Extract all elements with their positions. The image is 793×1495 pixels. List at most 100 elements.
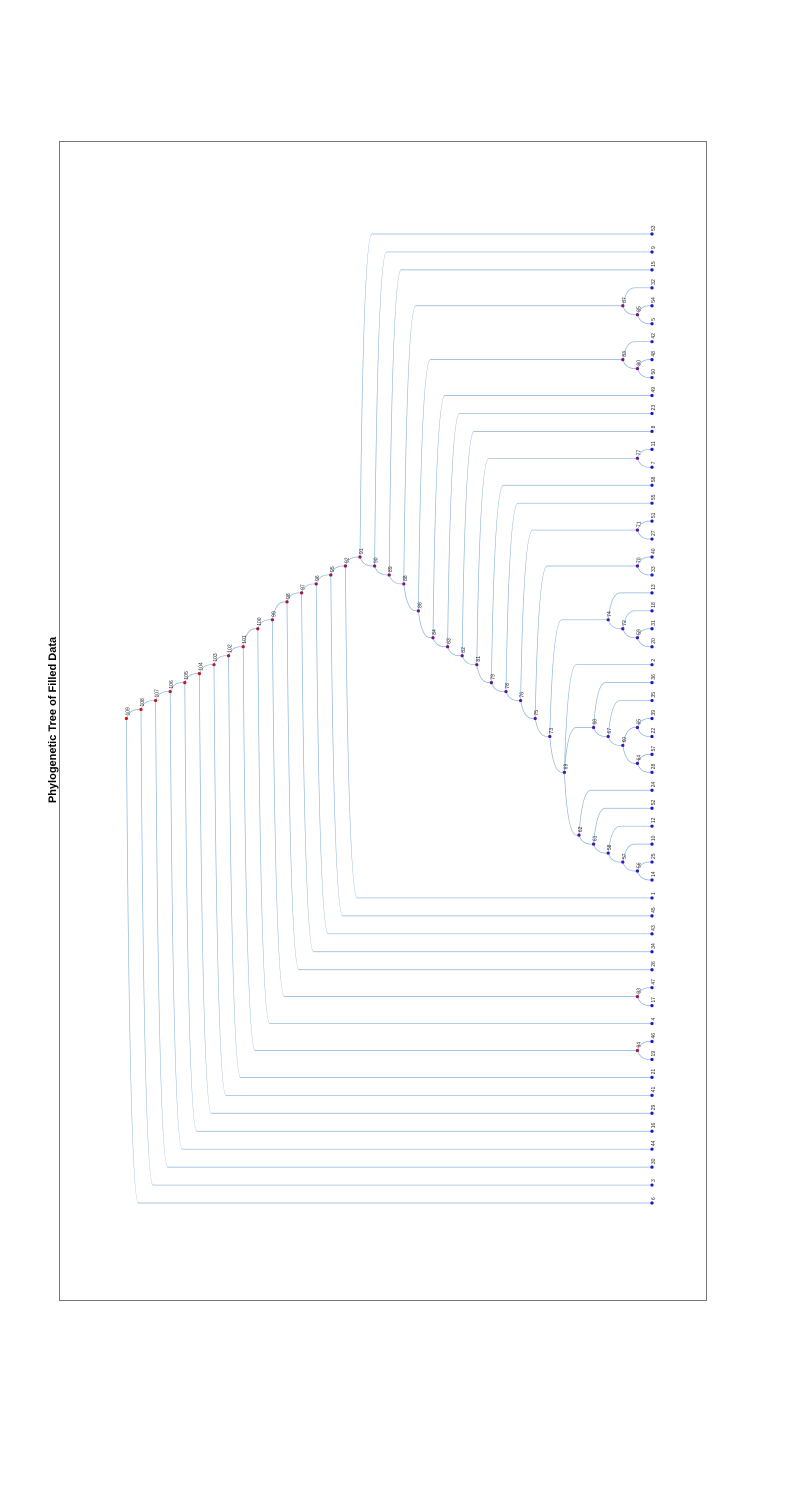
internal-node <box>606 851 610 855</box>
edge <box>622 610 652 629</box>
internal-node <box>446 645 450 649</box>
node-label: 4 <box>651 1018 657 1021</box>
edge <box>578 789 652 836</box>
edge <box>301 592 652 953</box>
edge <box>622 843 652 863</box>
edge <box>388 269 652 575</box>
leaf-node <box>650 393 654 398</box>
edge <box>184 673 200 683</box>
node-label: 52 <box>651 799 657 805</box>
node-label: 36 <box>651 674 657 680</box>
leaf-node <box>650 268 654 272</box>
edge <box>432 637 448 648</box>
leaf-node <box>650 501 654 505</box>
edge <box>637 718 652 728</box>
edge <box>315 583 652 935</box>
edge <box>637 1041 652 1051</box>
edge <box>593 682 652 728</box>
edge <box>257 619 273 629</box>
node-label: 62 <box>578 826 584 832</box>
node-label: 85 <box>636 306 642 312</box>
node-label: 6 <box>651 1197 657 1200</box>
leaf-node <box>650 716 654 721</box>
edge <box>622 341 652 360</box>
edge <box>564 664 652 773</box>
leaf-node <box>650 304 654 308</box>
internal-node <box>621 358 625 362</box>
internal-node <box>592 842 596 846</box>
node-label: 105 <box>184 671 190 680</box>
leaf-node <box>650 447 654 451</box>
node-label: 25 <box>651 853 657 859</box>
nodes: 1091081071061051041031021011009998979695… <box>124 225 657 1205</box>
node-label: 84 <box>432 629 438 635</box>
edges <box>126 233 652 1204</box>
leaf-node <box>650 609 654 613</box>
node-label: 67 <box>607 728 613 734</box>
internal-node <box>197 672 201 676</box>
node-label: 43 <box>651 925 657 931</box>
edge <box>549 619 609 737</box>
leaf-node <box>650 232 654 236</box>
node-label: 64 <box>636 755 642 761</box>
leaf-node <box>650 752 654 756</box>
leaf-node <box>650 986 654 990</box>
node-label: 76 <box>520 692 526 698</box>
edge <box>637 448 652 459</box>
node-label: 31 <box>651 620 657 626</box>
node-label: 47 <box>651 979 657 985</box>
internal-node <box>241 645 245 649</box>
node-label: 83 <box>622 351 628 357</box>
node-label: 44 <box>651 1140 657 1146</box>
edge <box>140 700 156 710</box>
node-label: 69 <box>563 764 569 770</box>
leaf-node <box>650 681 654 685</box>
node-label: 54 <box>651 297 657 303</box>
leaf-node <box>650 537 654 541</box>
internal-node <box>635 725 640 730</box>
edge <box>418 359 623 611</box>
node-label: 92 <box>344 557 350 563</box>
internal-node <box>168 689 172 694</box>
leaf-node <box>650 340 654 344</box>
edge <box>447 413 652 647</box>
edge <box>637 305 652 315</box>
edge <box>213 655 229 665</box>
edge <box>388 574 404 585</box>
internal-node <box>460 654 464 658</box>
leaf-node <box>650 932 654 936</box>
internal-node <box>285 600 289 604</box>
internal-node <box>621 627 625 631</box>
edge <box>461 655 477 666</box>
node-label: 101 <box>242 635 248 644</box>
internal-node <box>621 860 625 864</box>
internal-node <box>183 681 187 685</box>
leaf-node <box>650 734 654 739</box>
title: Phylogenetic Tree of Filled Data <box>47 636 59 803</box>
node-label: 81 <box>476 656 482 662</box>
edge <box>622 727 638 746</box>
leaf-node <box>650 465 654 469</box>
edge <box>637 754 652 764</box>
edge <box>622 745 638 764</box>
node-label: 74 <box>607 611 613 617</box>
node-label: 107 <box>155 689 161 698</box>
node-label: 108 <box>140 698 146 707</box>
node-label: 103 <box>213 653 219 662</box>
edge <box>286 592 302 602</box>
edge <box>155 700 652 1168</box>
leaf-node <box>650 950 654 954</box>
edge <box>520 700 536 719</box>
edge <box>622 628 638 639</box>
node-label: 40 <box>651 548 657 554</box>
node-label: 71 <box>636 521 642 527</box>
node-label: 34 <box>651 943 657 949</box>
leaf-node <box>650 1129 654 1133</box>
node-label: 50 <box>651 369 657 375</box>
node-label: 48 <box>651 351 657 357</box>
edge <box>461 431 652 656</box>
edge <box>607 852 623 863</box>
node-label: 56 <box>636 862 642 868</box>
node-label: 27 <box>651 530 657 536</box>
